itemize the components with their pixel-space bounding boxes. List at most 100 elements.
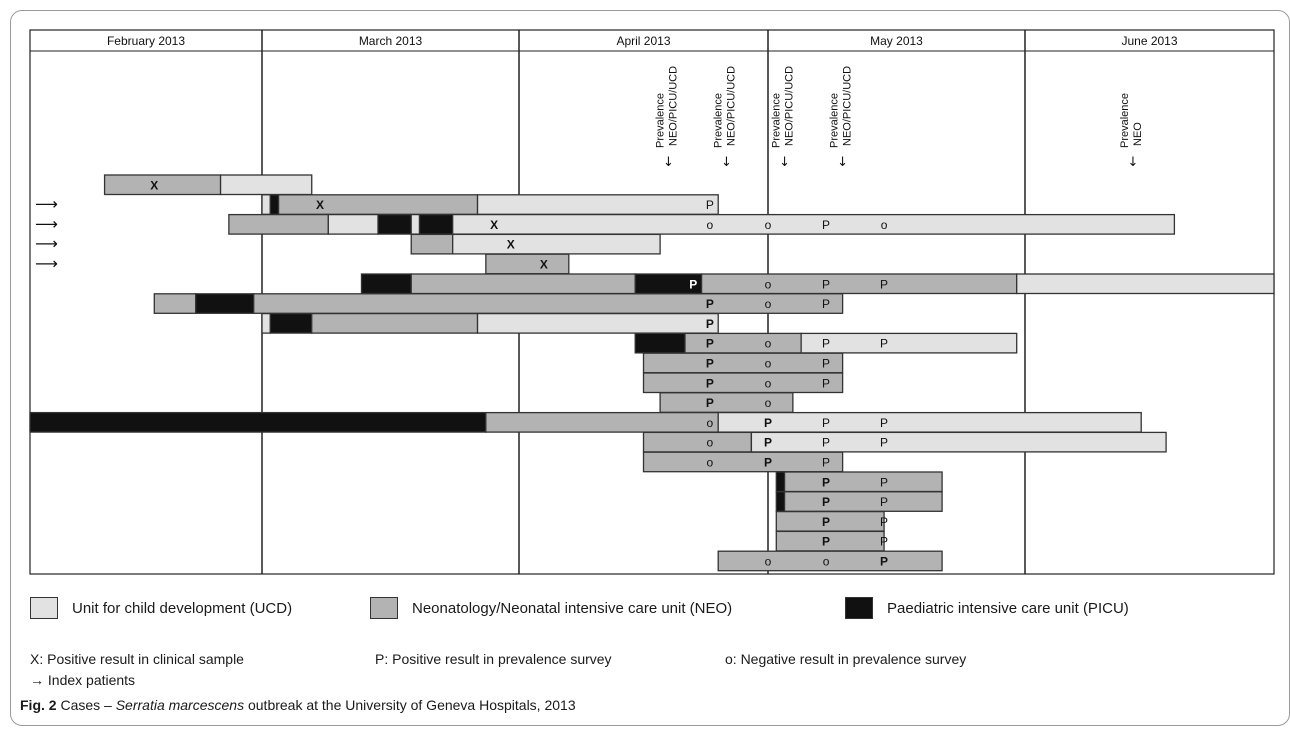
result-mark: o bbox=[707, 455, 714, 469]
month-label: June 2013 bbox=[1121, 34, 1177, 48]
index-patient-arrow-icon: ⟶ bbox=[35, 254, 58, 273]
result-mark: P bbox=[822, 535, 830, 549]
key-positive-clinical: X: Positive result in clinical sample bbox=[30, 651, 244, 667]
stay-bar-picu bbox=[775, 471, 786, 493]
stay-bar-picu bbox=[634, 332, 686, 354]
stay-bar-picu bbox=[269, 194, 280, 215]
stay-bar-neo bbox=[410, 273, 636, 295]
result-mark: P bbox=[822, 515, 830, 529]
caption-species: Serratia marcescens bbox=[115, 697, 245, 713]
result-mark: P bbox=[822, 436, 830, 450]
chart-border bbox=[29, 29, 1275, 575]
legend-item-ucd: Unit for child development (UCD) bbox=[30, 596, 292, 620]
prevalence-arrow-icon: ↓ bbox=[721, 155, 732, 170]
result-mark: P bbox=[880, 535, 888, 549]
prevalence-label-line: NEO/PICU/UCD bbox=[784, 66, 796, 146]
stay-bar-neo bbox=[783, 471, 943, 493]
stay-bar-neo bbox=[228, 213, 329, 235]
legend-swatch-neo bbox=[370, 597, 398, 619]
result-mark: P bbox=[880, 554, 888, 568]
result-mark: P bbox=[880, 515, 888, 529]
month-label: April 2013 bbox=[616, 34, 670, 48]
prevalence-survey-label: Prevalence NEO/PICU/UCD bbox=[771, 66, 796, 148]
result-mark: P bbox=[880, 475, 888, 489]
result-mark: o bbox=[707, 416, 714, 430]
stay-bar-ucd bbox=[1016, 273, 1275, 295]
result-mark: o bbox=[765, 554, 772, 568]
caption-pre: Cases – bbox=[56, 697, 116, 713]
result-mark: P bbox=[880, 277, 888, 291]
stay-bar-neo bbox=[410, 233, 454, 255]
prevalence-survey-label: Prevalence NEO/PICU/UCD bbox=[713, 66, 738, 148]
result-mark: P bbox=[822, 455, 830, 469]
result-mark: o bbox=[765, 376, 772, 390]
legend-item-neo: Neonatology/Neonatal intensive care unit… bbox=[370, 596, 732, 620]
caption-post: outbreak at the University of Geneva Hos… bbox=[244, 697, 576, 713]
result-mark: X bbox=[150, 178, 158, 192]
result-mark: P bbox=[764, 416, 772, 430]
result-mark: P bbox=[822, 277, 830, 291]
stay-bar-picu bbox=[360, 273, 412, 295]
prevalence-arrow-icon: ↓ bbox=[663, 155, 674, 170]
result-mark: o bbox=[765, 356, 772, 370]
stay-bar-picu bbox=[377, 213, 412, 235]
result-mark: P bbox=[706, 317, 714, 331]
result-mark: o bbox=[765, 396, 772, 410]
stay-bar-ucd bbox=[410, 213, 421, 235]
result-mark: P bbox=[880, 436, 888, 450]
result-mark: P bbox=[822, 356, 830, 370]
legend-swatch-ucd bbox=[30, 597, 58, 619]
stay-bar-picu bbox=[775, 491, 786, 512]
prevalence-survey-label: Prevalence NEO/PICU/UCD bbox=[829, 66, 854, 148]
stay-bar-picu bbox=[269, 312, 313, 334]
stay-bar-neo bbox=[485, 411, 719, 433]
stay-bar-ucd bbox=[327, 213, 379, 235]
prevalence-label-line: Prevalence bbox=[654, 93, 666, 148]
prevalence-label-line: Prevalence bbox=[771, 93, 783, 148]
stay-bar-neo bbox=[253, 293, 844, 314]
month-label: May 2013 bbox=[870, 34, 923, 48]
month-label: March 2013 bbox=[359, 34, 423, 48]
outbreak-timeline-chart: February 2013 March 2013 April 2013 May 201… bbox=[29, 29, 1275, 575]
stay-bar-neo bbox=[642, 451, 844, 473]
result-mark: o bbox=[765, 337, 772, 351]
result-mark: P bbox=[822, 297, 830, 311]
result-mark: o bbox=[707, 218, 714, 232]
result-mark: P bbox=[764, 436, 772, 450]
result-mark: P bbox=[880, 416, 888, 430]
result-mark: P bbox=[689, 277, 697, 291]
result-mark: X bbox=[490, 218, 498, 232]
stay-bar-neo bbox=[717, 550, 943, 572]
result-mark: P bbox=[822, 475, 830, 489]
result-mark: P bbox=[764, 455, 772, 469]
prevalence-label-line: NEO/PICU/UCD bbox=[842, 66, 854, 146]
stay-bar-ucd bbox=[800, 332, 1018, 354]
prevalence-label-line: NEO bbox=[1132, 122, 1144, 146]
prevalence-label-line: NEO/PICU/UCD bbox=[726, 66, 738, 146]
stay-bar-picu bbox=[195, 293, 255, 314]
stay-bar-ucd bbox=[476, 312, 719, 334]
result-mark: P bbox=[706, 396, 714, 410]
result-mark: P bbox=[822, 495, 830, 509]
stay-bar-neo bbox=[485, 253, 570, 275]
index-patient-arrow-icon: ⟶ bbox=[35, 234, 58, 253]
stay-bar-ucd bbox=[219, 174, 313, 196]
prevalence-survey-label: Prevalence NEO/PICU/UCD bbox=[654, 66, 679, 148]
stay-bar-neo bbox=[277, 194, 479, 215]
result-mark: o bbox=[707, 436, 714, 450]
prevalence-survey-label: Prevalence NEO bbox=[1119, 93, 1144, 148]
stay-bar-neo bbox=[642, 372, 844, 394]
stay-bar-ucd bbox=[452, 233, 661, 255]
stay-bar-ucd bbox=[750, 431, 1167, 453]
legend-label-picu: Paediatric intensive care unit (PICU) bbox=[887, 599, 1129, 617]
result-mark: X bbox=[507, 238, 515, 252]
prevalence-label-line: Prevalence bbox=[1119, 93, 1131, 148]
result-mark: o bbox=[765, 277, 772, 291]
result-mark: X bbox=[540, 257, 548, 271]
caption-fig-label: Fig. 2 bbox=[20, 697, 57, 713]
legend-label-ucd: Unit for child development (UCD) bbox=[72, 599, 293, 617]
result-mark: o bbox=[823, 554, 830, 568]
prevalence-arrow-icon: ↓ bbox=[779, 155, 790, 170]
result-mark: P bbox=[706, 356, 714, 370]
legend-item-picu: Paediatric intensive care unit (PICU) bbox=[845, 596, 1129, 620]
